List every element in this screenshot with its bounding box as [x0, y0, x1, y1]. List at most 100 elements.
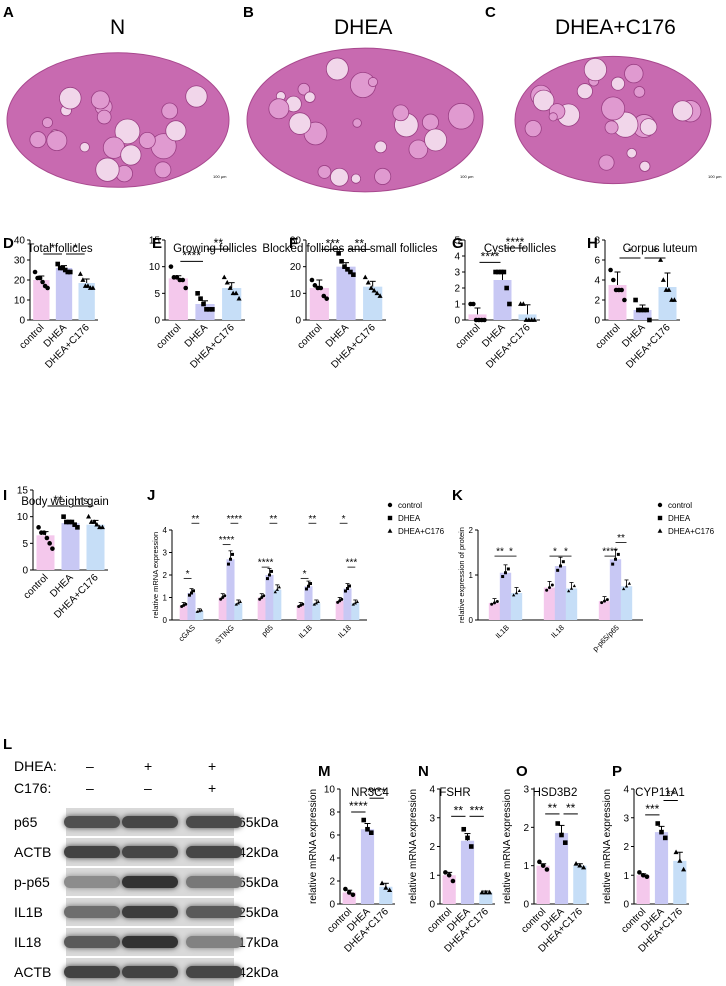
data-point: [223, 594, 227, 598]
bar-STING-DHEA: [226, 559, 235, 620]
data-point: [622, 587, 626, 591]
data-point: [355, 599, 359, 603]
y-axis-label: relative mRNA expression: [602, 789, 613, 904]
bar-IL1B-DHEA+C176: [312, 603, 321, 620]
data-point: [387, 528, 393, 533]
condition-label: DHEA:: [14, 758, 57, 774]
significance-label: ****: [481, 249, 500, 263]
data-point: [550, 583, 554, 587]
data-point: [348, 269, 353, 275]
data-point: [465, 835, 470, 841]
data-point: [379, 880, 385, 886]
y-tick-label: 3: [623, 813, 629, 824]
y-tick-label: 3: [523, 785, 529, 796]
y-tick-label: 4: [429, 785, 435, 796]
panel-label: N: [418, 763, 429, 780]
y-tick-label: 4: [454, 252, 460, 263]
legend-entry: DHEA+C176: [398, 527, 445, 536]
data-point: [540, 863, 546, 868]
data-point: [44, 535, 50, 541]
band-size: 42kDa: [238, 844, 279, 860]
chart-D: D Total follicles010203040controlDHEADHEA…: [3, 235, 98, 371]
bar-p-p65/p65-control: [598, 601, 611, 620]
panel-label: O: [516, 763, 528, 780]
condition-mark: –: [86, 758, 94, 774]
data-point: [224, 279, 230, 285]
data-point: [309, 277, 315, 283]
bar-IL1B-control: [488, 602, 501, 620]
x-tick-label: IL1B: [494, 623, 511, 640]
bar-DHEA+C176: [658, 287, 677, 320]
data-point: [238, 599, 242, 603]
data-point: [258, 597, 262, 601]
y-tick-label: 4: [623, 785, 629, 796]
histology-title: N: [110, 16, 126, 39]
bar-control: [536, 865, 550, 904]
data-point: [343, 886, 348, 892]
data-point: [666, 287, 672, 292]
data-point: [611, 562, 615, 566]
panel-label: L: [3, 736, 13, 753]
y-tick-label: 6: [329, 831, 335, 842]
data-point: [91, 519, 97, 524]
significance-label: *: [628, 245, 633, 259]
data-point: [581, 864, 587, 870]
x-tick-label: control: [594, 322, 623, 351]
y-tick-label: 1: [163, 594, 168, 603]
data-point: [77, 271, 83, 276]
data-point: [94, 521, 100, 527]
bar-p65-control: [257, 597, 266, 620]
blot-strip: [64, 808, 242, 836]
y-tick-label: 0: [623, 900, 629, 911]
data-point: [270, 569, 274, 573]
x-tick-label: control: [454, 322, 483, 351]
data-point: [40, 279, 45, 285]
data-point: [673, 849, 679, 855]
data-point: [644, 874, 650, 879]
panel-label: G: [452, 235, 464, 252]
y-tick-label: 4: [163, 526, 168, 535]
data-point: [180, 277, 186, 283]
bar-IL1B-control: [296, 605, 305, 620]
data-point: [368, 285, 374, 290]
data-point: [346, 890, 352, 895]
blot-strip: [64, 958, 242, 986]
significance-label: *: [303, 569, 307, 580]
scale-bar: 100 µm: [708, 174, 722, 179]
x-tick-label: control: [17, 322, 46, 351]
x-tick-label: control: [22, 572, 51, 601]
protein-band: [122, 906, 178, 918]
y-tick-label: 20: [290, 262, 302, 273]
data-point: [265, 577, 269, 581]
data-point: [50, 546, 55, 551]
y-tick-label: 5: [22, 539, 28, 550]
data-point: [644, 307, 649, 313]
data-point: [493, 601, 496, 605]
data-point: [512, 593, 516, 597]
data-point: [504, 571, 507, 575]
y-axis-label: relative expression of protein: [457, 527, 466, 623]
data-point: [450, 878, 456, 884]
data-point: [377, 293, 383, 298]
data-point: [482, 317, 487, 323]
x-tick-label: p-p65/p65: [591, 623, 621, 653]
y-tick-label: 8: [594, 236, 600, 247]
y-tick-label: 8: [329, 808, 335, 819]
bar-DHEA+C176: [78, 283, 95, 320]
significance-label: **: [214, 236, 224, 250]
data-point: [345, 267, 350, 272]
significance-label: *: [50, 241, 55, 255]
data-point: [641, 307, 647, 313]
significance-label: ****: [182, 248, 201, 262]
data-point: [336, 251, 341, 256]
data-point: [307, 584, 310, 588]
data-point: [275, 587, 279, 591]
y-tick-label: 10: [149, 262, 161, 273]
y-tick-label: 2: [594, 296, 600, 307]
data-point: [199, 608, 203, 612]
data-point: [221, 274, 227, 280]
bar-DHEA: [654, 832, 669, 904]
y-tick-label: 5: [454, 236, 460, 247]
data-point: [507, 301, 512, 307]
condition-mark: +: [208, 758, 217, 774]
